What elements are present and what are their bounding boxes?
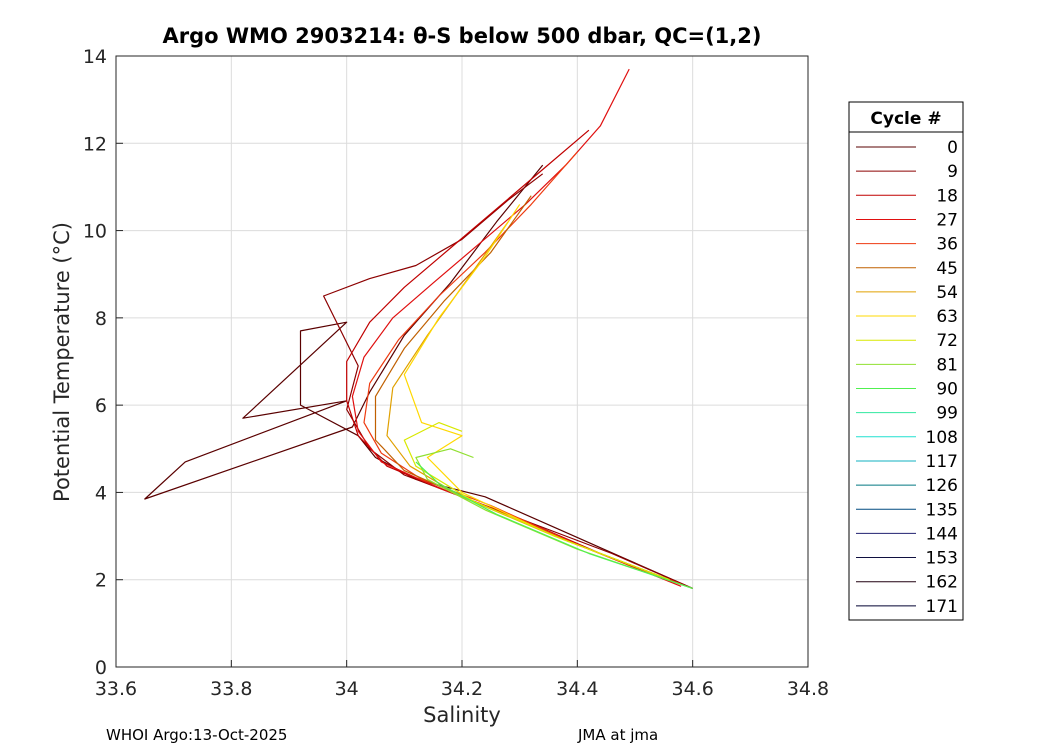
y-tick-label: 8	[95, 308, 107, 330]
legend-label-0: 0	[947, 138, 958, 158]
legend-label-45: 45	[936, 259, 958, 279]
legend-label-162: 162	[926, 573, 958, 593]
x-tick-label: 34	[335, 678, 359, 700]
y-tick-label: 0	[95, 657, 107, 679]
legend-label-54: 54	[936, 283, 958, 303]
y-tick-label: 14	[83, 46, 107, 68]
legend-label-99: 99	[936, 404, 958, 424]
legend: Cycle # 0 9 18 27 36 45 54 63 72 81 90 99 108 117 126 1…	[848, 101, 964, 621]
legend-label-135: 135	[926, 500, 958, 520]
x-tick-label: 33.6	[95, 678, 137, 700]
legend-label-18: 18	[936, 186, 958, 206]
series-line-cycle-90	[415, 461, 693, 589]
legend-label-81: 81	[936, 355, 958, 375]
series-line-cycle-54	[386, 221, 670, 581]
x-tick-label: 34.6	[672, 678, 714, 700]
series-line-cycle-63	[403, 204, 659, 576]
legend-title: Cycle #	[870, 109, 941, 129]
y-tick-label: 4	[95, 482, 107, 504]
x-tick-label: 34.2	[441, 678, 483, 700]
legend-label-63: 63	[936, 307, 958, 327]
legend-label-153: 153	[926, 549, 958, 569]
legend-label-117: 117	[926, 452, 958, 472]
legend-label-108: 108	[926, 428, 958, 448]
y-tick-label: 10	[83, 221, 107, 243]
legend-label-9: 9	[947, 162, 958, 182]
legend-label-144: 144	[926, 524, 958, 544]
series-line-cycle-36	[363, 151, 682, 585]
y-tick-label: 12	[83, 133, 107, 155]
series-line-cycle-0	[144, 164, 693, 589]
y-tick-label: 6	[95, 395, 107, 417]
footer-source: WHOI Argo:13-Oct-2025	[106, 726, 288, 744]
series-line-cycle-81	[415, 448, 693, 589]
chart-title: Argo WMO 2903214: θ-S below 500 dbar, QC…	[162, 24, 762, 48]
series-line-cycle-27	[351, 68, 682, 587]
legend-label-126: 126	[926, 476, 958, 496]
x-tick-label: 33.8	[210, 678, 252, 700]
series-group	[144, 68, 693, 589]
legend-label-36: 36	[936, 235, 958, 255]
series-line-cycle-72	[403, 422, 670, 581]
x-axis-label: Salinity	[423, 703, 501, 727]
legend-label-90: 90	[936, 380, 958, 400]
grid	[115, 55, 809, 668]
x-tick-label: 34.4	[556, 678, 598, 700]
x-tick-label: 34.8	[787, 678, 829, 700]
legend-label-171: 171	[926, 597, 958, 617]
legend-label-72: 72	[936, 331, 958, 351]
series-line-cycle-9	[323, 173, 693, 589]
legend-label-27: 27	[936, 210, 958, 230]
axis-ticks: 33.6 33.8 34 34.2 34.4 34.6 34.8 0 2 4 6 8 10 12 14	[83, 46, 829, 700]
y-tick-label: 2	[95, 570, 107, 592]
footer-credit: JMA at jma	[578, 726, 659, 744]
